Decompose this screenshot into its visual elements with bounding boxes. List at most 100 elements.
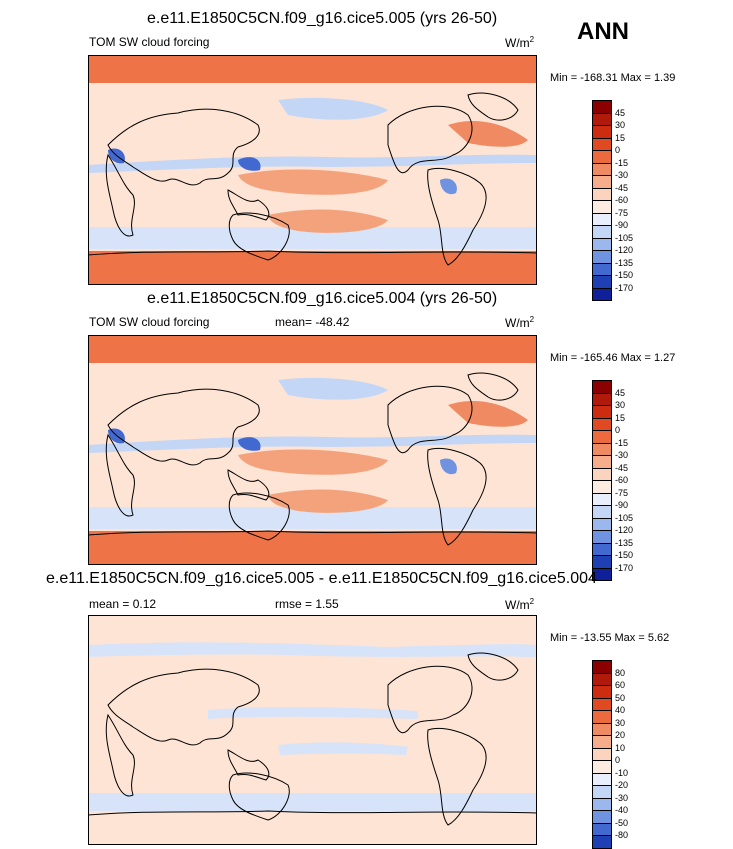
colorbar-tick-label: -90: [615, 220, 629, 230]
coastline-2: [227, 749, 270, 781]
colorbar-tick-label: -150: [615, 270, 634, 280]
colorbar-swatch: [593, 442, 611, 455]
colorbar-swatches: [592, 380, 612, 581]
panel-3-mean-label: mean = 0.12: [89, 597, 157, 611]
storm-track-n: [278, 97, 388, 120]
north-polar-band: [88, 335, 537, 363]
colorbar-swatch: [593, 430, 611, 443]
coastline-7: [88, 810, 537, 845]
colorbar-swatch: [593, 101, 611, 113]
southern-ocean-band: [88, 507, 537, 529]
colorbar-swatch: [593, 747, 611, 760]
colorbar-swatch: [593, 112, 611, 125]
colorbar-swatch: [593, 760, 611, 773]
colorbar-swatch: [593, 417, 611, 430]
panel-2-map: [88, 335, 537, 565]
panel-3-units: W/m2: [505, 597, 535, 612]
coastline-5: [427, 728, 487, 826]
diff-band-north: [88, 642, 537, 657]
panel-2-minmax: Min = -165.46 Max = 1.27: [550, 352, 676, 364]
coastline-5: [427, 448, 487, 546]
colorbar-tick-label: -20: [615, 780, 629, 790]
map-frame: [88, 335, 537, 565]
storm-track-n: [278, 377, 388, 400]
colorbar-swatch: [593, 262, 611, 275]
subtropical-patch-s: [268, 489, 388, 513]
colorbar-tick-label: -150: [615, 550, 634, 560]
colorbar-tick-label: -135: [615, 537, 634, 548]
colorbar-tick-label: -40: [615, 805, 629, 815]
colorbar-swatch: [593, 505, 611, 518]
colorbar-swatch: [593, 480, 611, 493]
colorbar-swatch: [593, 125, 611, 138]
atlantic-patch: [448, 120, 528, 147]
colorbar-tick-label: -105: [615, 512, 634, 523]
panel-2-title: e.e11.E1850C5CN.f09_g16.cice5.004 (yrs 2…: [147, 290, 498, 307]
colorbar-swatch: [593, 250, 611, 263]
colorbar-tick-label: 15: [615, 412, 626, 423]
coastline-3: [228, 212, 290, 261]
colorbar-tick-label: -75: [615, 207, 629, 218]
panel-3-map: [88, 615, 537, 845]
coastline-1: [105, 713, 135, 797]
colorbar-swatch: [593, 225, 611, 238]
colorbar-swatch: [593, 455, 611, 468]
colorbar-swatch: [593, 735, 611, 748]
colorbar-tick-label: -15: [615, 437, 629, 448]
colorbar-swatch: [593, 685, 611, 698]
colorbar-tick-label: -45: [615, 182, 629, 193]
diff-band-south: [88, 793, 537, 811]
coastline-4: [387, 105, 473, 173]
convection-maritime: [238, 157, 261, 171]
colorbar-tick-label: 0: [615, 425, 621, 435]
south-polar-band: [88, 531, 537, 565]
coastline-0: [107, 388, 260, 466]
coastline-3: [228, 492, 290, 541]
coastline-0: [107, 668, 260, 746]
colorbar-swatch: [593, 835, 611, 848]
colorbar-tick-label: -75: [615, 487, 629, 498]
colorbar-swatch: [593, 810, 611, 823]
colorbar-tick-label: -30: [615, 170, 629, 180]
coastline-2: [227, 189, 270, 221]
colorbar-tick-label: -30: [615, 792, 629, 803]
colorbar-swatch: [593, 381, 611, 393]
colorbar-tick-label: -50: [615, 817, 629, 828]
coastline-6: [467, 92, 519, 121]
panel-1-minmax: Min = -168.31 Max = 1.39: [550, 72, 676, 84]
colorbar-swatch: [593, 392, 611, 405]
convection-maritime: [238, 437, 261, 451]
colorbar-tick-label: 20: [615, 730, 626, 740]
colorbar-tick-label: -120: [615, 525, 634, 535]
coastline-2: [227, 469, 270, 501]
colorbar-swatch: [593, 517, 611, 530]
panel-2-units: W/m2: [505, 315, 535, 330]
colorbar-swatch: [593, 467, 611, 480]
colorbar-swatch: [593, 492, 611, 505]
colorbar-swatch: [593, 722, 611, 735]
colorbar-swatch: [593, 405, 611, 418]
convection-amazon: [440, 458, 457, 475]
colorbar-swatch: [593, 150, 611, 163]
colorbar-swatch: [593, 567, 611, 580]
colorbar-tick-label: -45: [615, 462, 629, 473]
colorbar-swatch: [593, 137, 611, 150]
colorbar-swatch: [593, 710, 611, 723]
colorbar-tick-label: -170: [615, 282, 634, 293]
colorbar-swatch: [593, 661, 611, 673]
coastline-4: [387, 385, 473, 453]
colorbar-swatch: [593, 187, 611, 200]
colorbar-swatch: [593, 697, 611, 710]
panel-2-mean-label: mean= -48.42: [275, 315, 350, 329]
colorbar-tick-label: 15: [615, 132, 626, 143]
south-polar-band: [88, 251, 537, 285]
panel-3-minmax: Min = -13.55 Max = 5.62: [550, 632, 670, 644]
diff-band-tropics: [208, 707, 418, 719]
subtropical-patch-s: [268, 209, 388, 233]
panel-1-map: [88, 55, 537, 285]
colorbar-tick-label: -80: [615, 830, 629, 840]
colorbar-swatch: [593, 175, 611, 188]
colorbar-tick-label: 30: [615, 120, 626, 130]
colorbar-swatch: [593, 542, 611, 555]
colorbar-tick-label: -105: [615, 232, 634, 243]
